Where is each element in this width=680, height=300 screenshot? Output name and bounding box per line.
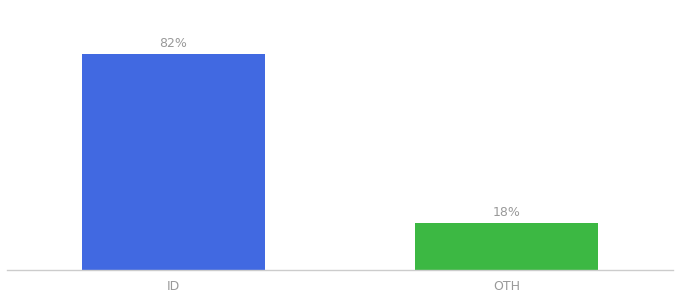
Bar: [415, 223, 598, 270]
Text: 18%: 18%: [492, 206, 520, 219]
Text: 82%: 82%: [160, 38, 188, 50]
Bar: [82, 54, 265, 270]
